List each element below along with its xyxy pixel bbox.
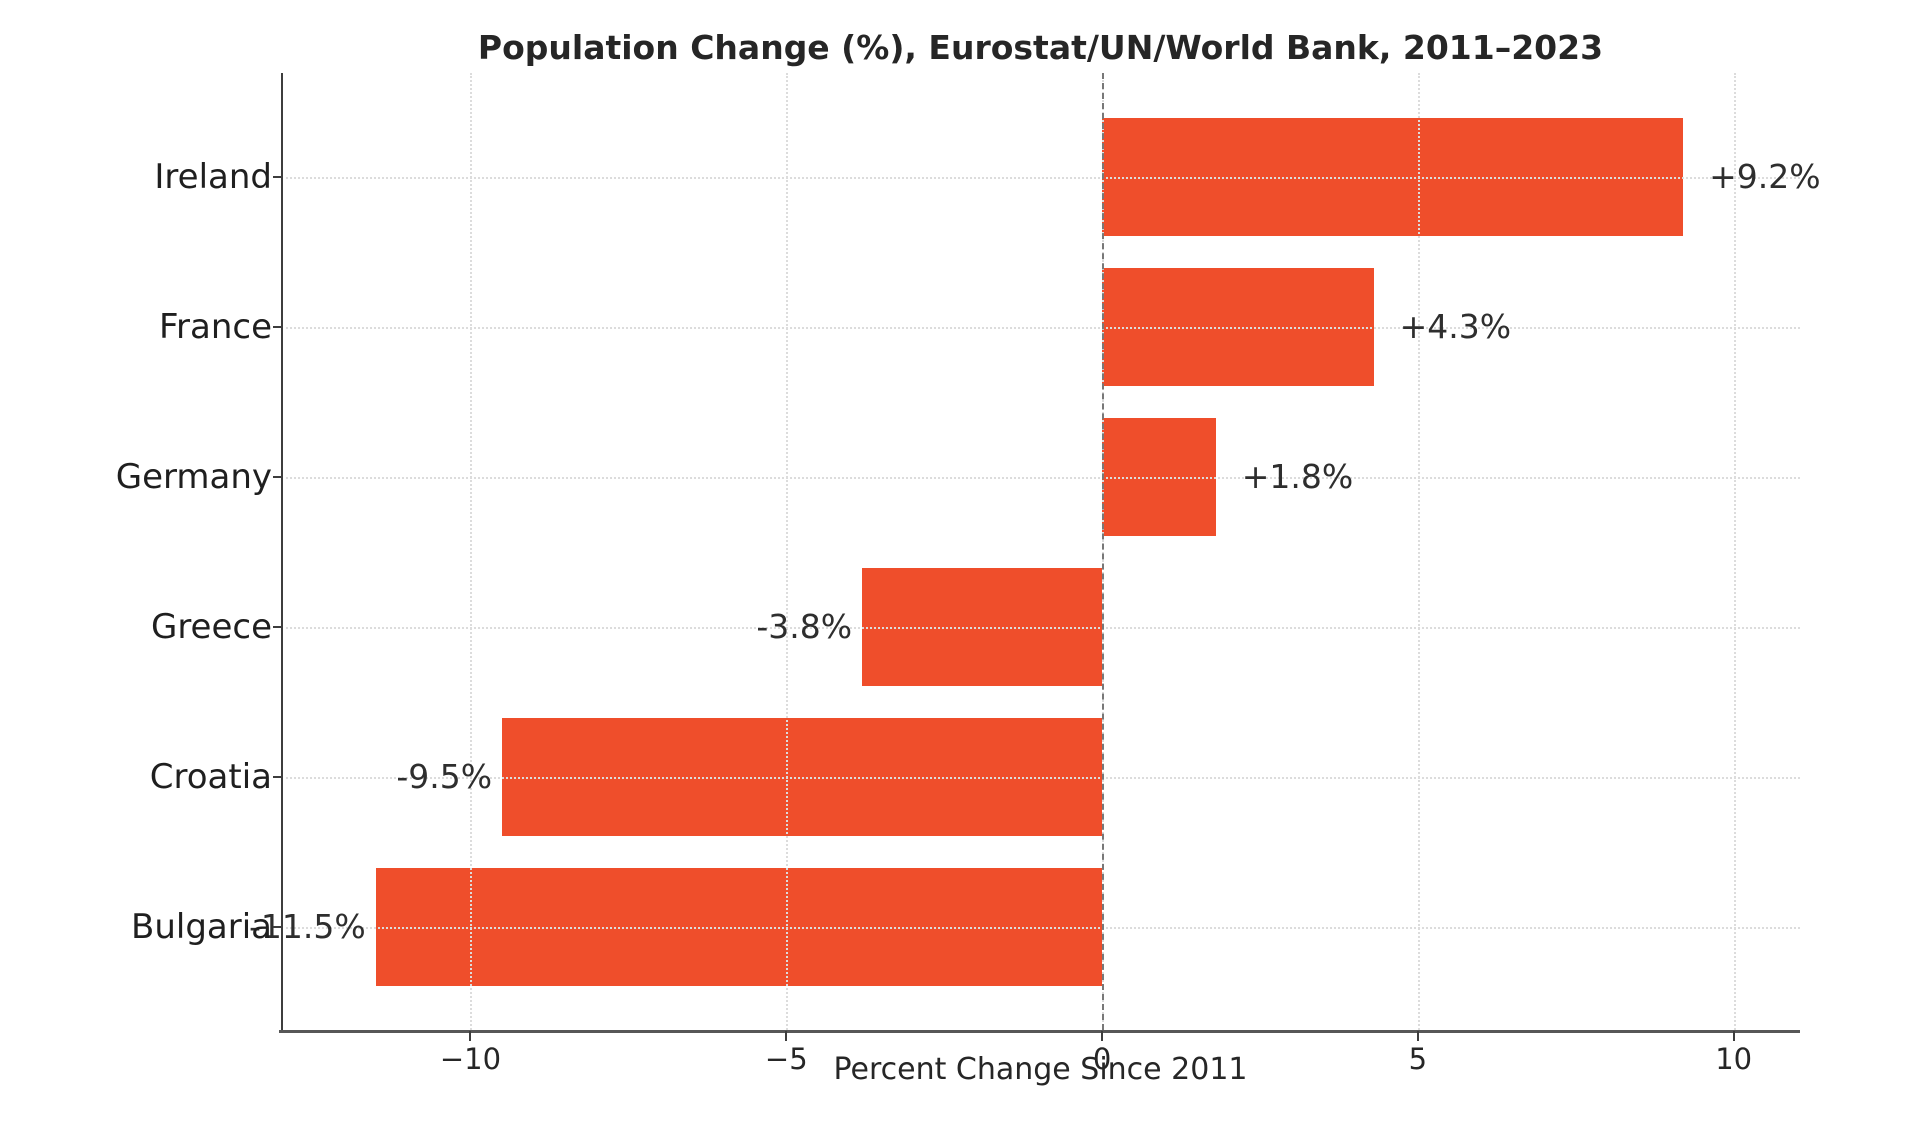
y-tick-greece [273, 626, 282, 628]
chart-title: Population Change (%), Eurostat/UN/World… [477, 28, 1604, 67]
x-tick-label--10: −10 [439, 1042, 502, 1076]
bar-value-label-greece: -3.8% [756, 607, 853, 646]
bar-value-label-ireland: +9.2% [1709, 157, 1821, 196]
y-tick-ireland [273, 176, 282, 178]
plot-area: +9.2% +4.3% +1.8% -3.8% -9.5% -11.5% [249, 73, 1821, 1033]
x-tick-mark--5 [785, 1031, 788, 1041]
gridline-vertical-5 [1417, 73, 1420, 1030]
category-label-bulgaria: Bulgaria [131, 907, 272, 947]
x-tick-label--5: −5 [764, 1042, 808, 1076]
y-tick-bulgaria [273, 926, 282, 928]
category-label-ireland: Ireland [154, 157, 272, 197]
gridline-vertical--5 [786, 73, 789, 1030]
x-axis-spine [279, 1030, 1800, 1033]
category-label-germany: Germany [115, 457, 272, 497]
bar-value-label-germany: +1.8% [1241, 457, 1354, 496]
bar-value-label-bulgaria: -11.5% [249, 907, 366, 946]
gridline-horizontal-germany [281, 477, 1800, 479]
x-tick-mark-0 [1101, 1031, 1104, 1041]
zero-reference-line [1102, 73, 1105, 1030]
y-axis-spine [281, 73, 283, 1030]
gridline-horizontal-croatia [281, 777, 1800, 779]
gridline-horizontal-bulgaria [281, 927, 1800, 929]
x-tick-mark-10 [1732, 1031, 1735, 1041]
x-tick-mark--10 [469, 1031, 472, 1041]
gridline-horizontal-ireland [281, 177, 1800, 179]
bar-value-label-france: +4.3% [1399, 307, 1512, 346]
y-tick-croatia [273, 776, 282, 778]
x-tick-label-5: 5 [1408, 1042, 1428, 1076]
x-tick-mark-5 [1416, 1031, 1419, 1041]
bar-value-label-croatia: -9.5% [396, 757, 493, 796]
x-tick-label-0: 0 [1092, 1042, 1112, 1076]
category-label-croatia: Croatia [149, 757, 272, 797]
x-tick-label-10: 10 [1715, 1042, 1753, 1076]
category-label-france: France [158, 307, 272, 347]
gridline-vertical--10 [470, 73, 473, 1030]
gridline-horizontal-greece [281, 627, 1800, 629]
y-tick-france [273, 326, 282, 328]
x-axis-label: Percent Change Since 2011 [833, 1052, 1248, 1087]
category-label-greece: Greece [150, 607, 272, 647]
y-tick-germany [273, 476, 282, 478]
gridline-vertical-10 [1733, 73, 1736, 1030]
gridline-horizontal-france [281, 327, 1800, 329]
